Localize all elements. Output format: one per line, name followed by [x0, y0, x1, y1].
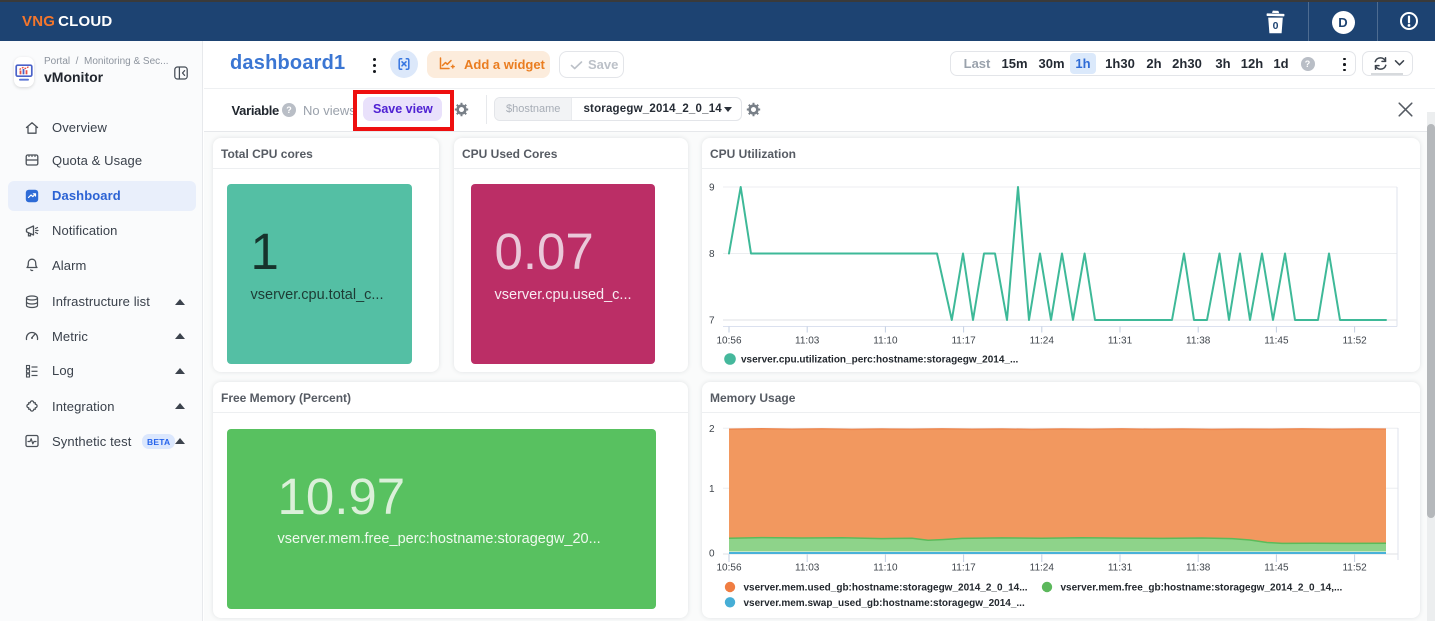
svg-text:11:24: 11:24 [1030, 562, 1055, 573]
svg-text:11:31: 11:31 [1108, 562, 1133, 573]
svg-text:11:38: 11:38 [1186, 562, 1211, 573]
svg-text:11:38: 11:38 [1186, 336, 1211, 347]
svg-text:11:45: 11:45 [1264, 336, 1289, 347]
svg-text:vserver.mem.swap_used_gb:hostn: vserver.mem.swap_used_gb:hostname:storag… [744, 598, 1025, 609]
svg-text:11:03: 11:03 [795, 336, 820, 347]
svg-text:vserver.mem.used_gb:hostname:s: vserver.mem.used_gb:hostname:storagegw_2… [744, 583, 1028, 594]
svg-text:0: 0 [1273, 20, 1279, 32]
svg-text:11:10: 11:10 [873, 336, 898, 347]
svg-text:9: 9 [709, 183, 715, 194]
svg-text:11:45: 11:45 [1264, 562, 1289, 573]
svg-text:11:03: 11:03 [795, 562, 820, 573]
svg-text:1: 1 [709, 484, 715, 495]
svg-text:8: 8 [709, 249, 715, 260]
svg-text:10:56: 10:56 [716, 336, 741, 347]
svg-text:11:52: 11:52 [1342, 336, 1367, 347]
svg-text:11:17: 11:17 [951, 336, 976, 347]
svg-text:10:56: 10:56 [716, 562, 741, 573]
svg-text:11:31: 11:31 [1108, 336, 1133, 347]
svg-text:vserver.mem.free_gb:hostname:s: vserver.mem.free_gb:hostname:storagegw_2… [1061, 583, 1343, 594]
svg-text:11:17: 11:17 [951, 562, 976, 573]
svg-text:11:10: 11:10 [873, 562, 898, 573]
svg-text:11:24: 11:24 [1030, 336, 1055, 347]
svg-text:2: 2 [709, 424, 715, 435]
svg-text:vserver.cpu.utilization_perc:h: vserver.cpu.utilization_perc:hostname:st… [741, 355, 1019, 366]
svg-text:7: 7 [709, 316, 715, 327]
svg-text:0: 0 [709, 549, 715, 560]
svg-text:11:52: 11:52 [1342, 562, 1367, 573]
